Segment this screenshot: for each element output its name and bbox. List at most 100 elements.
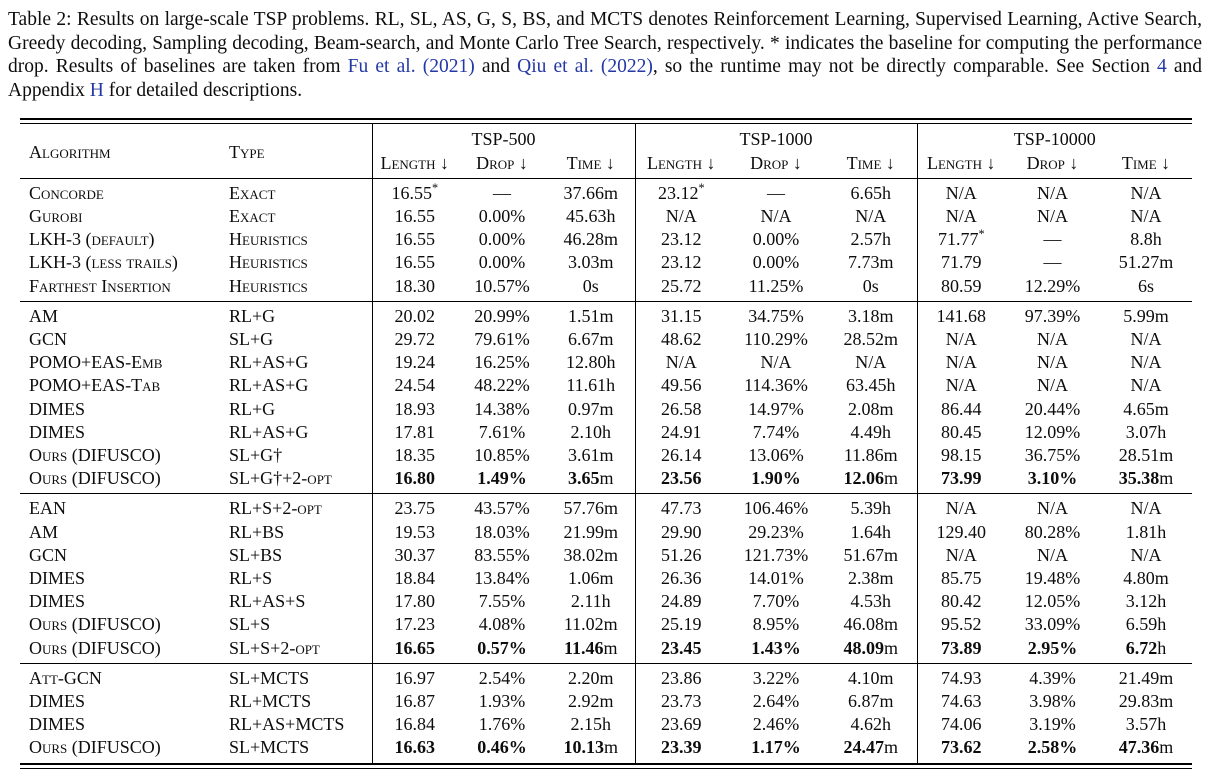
cell-tsp10000-length: 74.93 (916, 662, 1005, 691)
algorithm-cell: Concorde (29, 182, 104, 203)
cell-tsp500-drop: 0.57% (477, 637, 527, 658)
cell-tsp1000-time: 4.10m (825, 662, 917, 691)
table-row: Ours (DIFUSCO) SL+S+2-opt 16.65 0.57% 11.46m… (20, 636, 1192, 664)
cell-tsp10000-length: 74.06 (916, 713, 1005, 737)
cell-tsp1000-drop: 29.23% (748, 521, 804, 542)
col-header-length: Length ↓ (371, 151, 457, 179)
cell-tsp500-drop: 0.00% (478, 229, 526, 250)
cell-tsp10000-time: N/A (1130, 205, 1162, 226)
type-cell: RL+G (229, 398, 276, 419)
cell-tsp500-drop: 79.61% (474, 329, 530, 349)
cell-tsp1000-length: 23.86 (634, 662, 727, 691)
cell-tsp10000-drop: 19.48% (1024, 568, 1081, 589)
cell-tsp1000-length: 25.19 (634, 613, 727, 637)
algorithm-cell: Ours (DIFUSCO) (29, 445, 161, 466)
cell-tsp1000-time: 24.47m (843, 737, 898, 758)
cell-tsp500-drop: 1.93% (478, 691, 526, 712)
cell-tsp10000-length: N/A (916, 328, 1005, 352)
cell-tsp500-time: 11.02m (563, 614, 618, 635)
cell-tsp500-time: 1.06m (567, 568, 614, 589)
cell-tsp500-time: 10.13m (563, 737, 618, 758)
cell-tsp10000-length: N/A (916, 374, 1005, 398)
cell-tsp1000-time: 0s (862, 275, 879, 296)
type-cell: Heuristics (229, 229, 308, 250)
algorithm-cell: DIMES (29, 691, 86, 712)
algorithm-cell: POMO+EAS-Tab (29, 375, 161, 396)
type-cell: SL+G (229, 329, 274, 349)
table-row: Gurobi Exact 16.55 0.00% 45.63h N/A N/A N/A N/A N… (20, 204, 1192, 229)
cell-tsp1000-length: 26.36 (634, 567, 727, 591)
citation-link-fu-2021[interactable]: Fu et al. (2021) (347, 56, 475, 78)
cell-tsp10000-time: 6.59h (1125, 614, 1167, 635)
cell-tsp500-drop: 10.85% (474, 445, 530, 466)
table-row: DIMES RL+S 18.84 13.84% 1.06m 26.36 14.01% 2.38… (20, 567, 1192, 591)
type-cell: RL+AS+S (229, 591, 306, 612)
cell-tsp10000-drop: 33.09% (1024, 614, 1081, 635)
cell-tsp10000-drop: 80.28% (1024, 521, 1081, 542)
cell-tsp10000-time: 51.27m (1118, 252, 1174, 273)
cell-tsp1000-length: 25.72 (634, 274, 727, 302)
cell-tsp500-time: 57.76m (547, 493, 635, 521)
algorithm-cell: AM (29, 521, 59, 542)
cell-tsp1000-drop: 3.22% (727, 662, 825, 691)
cell-tsp500-length: 19.24 (371, 351, 457, 375)
cell-tsp500-drop: 0.46% (477, 737, 527, 758)
cell-tsp500-drop: 7.55% (478, 591, 526, 612)
cell-tsp1000-drop: 0.00% (752, 252, 800, 273)
cell-tsp10000-length: 80.42 (916, 590, 1005, 614)
cell-tsp1000-length: 24.89 (634, 590, 727, 614)
col-header-drop: Drop ↓ (1005, 151, 1100, 179)
cell-tsp1000-drop: 2.46% (752, 714, 800, 735)
algorithm-cell: Farthest Insertion (29, 275, 171, 296)
cell-tsp500-length: 20.02 (371, 300, 457, 328)
cell-tsp10000-drop: 3.10% (1027, 468, 1078, 489)
table-row: POMO+EAS-Tab RL+AS+G 24.54 48.22% 11.61h 49.5… (20, 374, 1192, 398)
cell-tsp1000-time: 6.87m (847, 691, 894, 712)
cell-tsp1000-drop: 0.00% (752, 229, 800, 250)
cell-tsp1000-time: 63.45h (846, 375, 896, 396)
cell-tsp500-drop: 4.08% (478, 614, 526, 635)
col-header-time: Time ↓ (1100, 151, 1193, 179)
cell-tsp500-drop: 14.38% (474, 398, 530, 419)
type-cell: Heuristics (229, 275, 308, 296)
cell-tsp500-drop: 20.99% (457, 300, 547, 328)
cell-tsp10000-drop: 3.98% (1029, 691, 1076, 712)
cell-tsp500-drop: 18.03% (474, 521, 530, 542)
cell-tsp1000-time: 2.08m (847, 398, 894, 419)
cell-tsp10000-time: N/A (1130, 329, 1162, 349)
cell-tsp10000-drop: 36.75% (1024, 445, 1081, 466)
cell-tsp10000-length: 80.59 (916, 274, 1005, 302)
cell-tsp10000-time: N/A (1100, 493, 1193, 521)
cell-tsp500-time: 2.10h (570, 421, 612, 442)
cell-tsp1000-length: N/A (634, 204, 727, 229)
cell-tsp10000-length: 73.99 (916, 467, 1005, 494)
appendix-link-h[interactable]: H (89, 79, 104, 101)
cell-tsp1000-drop: 8.95% (752, 614, 800, 635)
cell-tsp500-drop: — (493, 182, 511, 203)
cell-tsp500-time: 0.97m (567, 398, 614, 419)
cell-tsp10000-time: 4.65m (1123, 398, 1169, 419)
cell-tsp500-drop: 1.76% (478, 714, 526, 735)
algorithm-cell: GCN (29, 544, 68, 565)
cell-tsp10000-drop: — (1043, 252, 1062, 273)
type-cell: Heuristics (229, 252, 308, 273)
table-row: DIMES RL+G 18.93 14.38% 0.97m 26.58 14.97% 2.08… (20, 397, 1192, 421)
col-header-length: Length ↓ (634, 151, 727, 179)
cell-tsp1000-drop: — (767, 182, 785, 203)
cell-tsp1000-drop: 1.90% (751, 468, 801, 489)
cell-tsp500-time: 3.65m (567, 468, 614, 489)
cell-tsp10000-drop: 2.58% (1027, 737, 1078, 758)
cell-tsp500-length: 16.87 (371, 690, 457, 714)
section-link-4[interactable]: 4 (1156, 56, 1167, 78)
cell-tsp1000-drop: 121.73% (743, 544, 809, 565)
col-header-drop: Drop ↓ (727, 151, 825, 179)
cell-tsp10000-length: 74.63 (916, 690, 1005, 714)
cell-tsp10000-time: 28.51m (1118, 445, 1174, 466)
cell-tsp1000-drop: 2.64% (752, 691, 800, 712)
citation-link-qiu-2022[interactable]: Qiu et al. (2022) (517, 56, 653, 78)
cell-tsp10000-time: 1.81h (1125, 521, 1167, 542)
group-header-row: Algorithm Type TSP-500 TSP-1000 TSP-1000… (20, 124, 1193, 179)
cell-tsp1000-time: N/A (855, 205, 887, 226)
cell-tsp10000-drop: N/A (1005, 493, 1100, 521)
cell-tsp1000-time: 7.73m (847, 252, 894, 273)
